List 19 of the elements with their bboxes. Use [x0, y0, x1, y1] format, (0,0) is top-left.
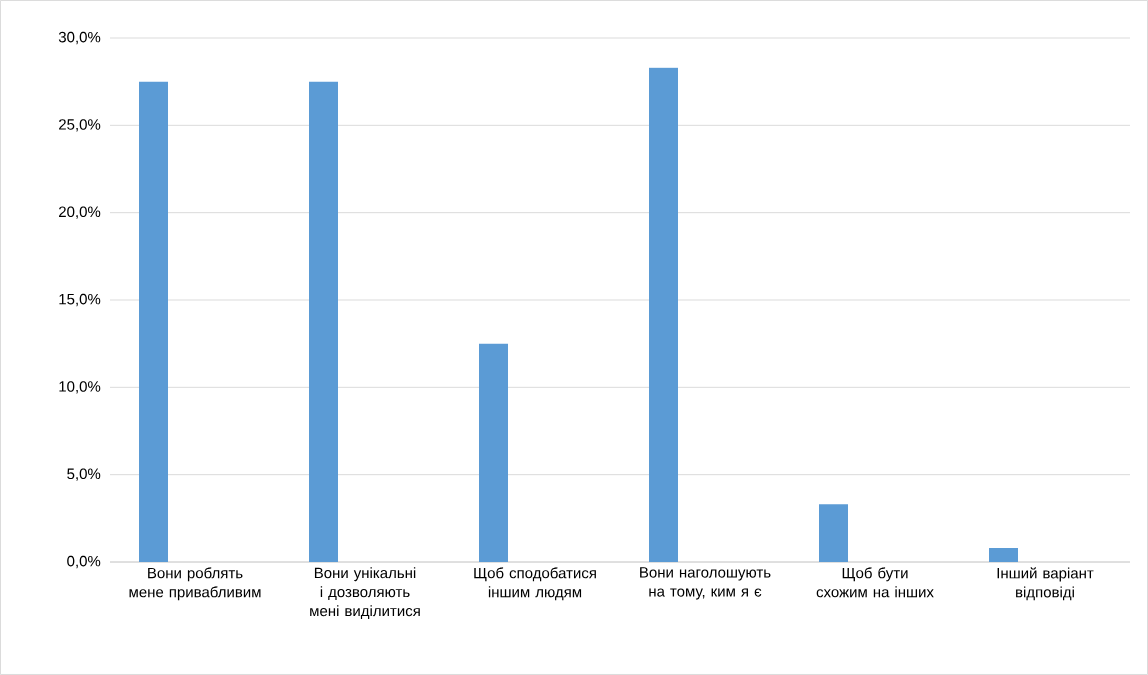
bar	[819, 504, 848, 562]
bar	[139, 81, 168, 562]
x-tick-label: Вони унікальні і дозволяють мені виділитися	[310, 567, 420, 620]
bar	[989, 548, 1018, 562]
x-tick-label: Щоб бути схожим на інших	[816, 567, 934, 598]
bar	[479, 343, 508, 562]
y-tick-label: 25,0%	[59, 119, 101, 132]
x-tick-label: Інший варіант відповіді	[997, 567, 1094, 601]
x-tick-label: Щоб сподобатися іншим людям	[474, 567, 596, 601]
y-tick-label: 15,0%	[59, 293, 101, 307]
x-tick-label: Вони роблять мене привабливим	[129, 567, 261, 601]
y-tick-label: 10,0%	[59, 381, 101, 394]
y-tick-label: 5,0%	[67, 468, 101, 481]
y-tick-label: 30,0%	[58, 31, 101, 45]
bar	[649, 67, 678, 562]
bar	[309, 81, 338, 562]
x-tick-label: Вони наголошують на тому, ким я є	[640, 567, 771, 600]
y-tick-label: 20,0%	[59, 206, 101, 219]
y-tick-label: 0,0%	[67, 555, 101, 569]
